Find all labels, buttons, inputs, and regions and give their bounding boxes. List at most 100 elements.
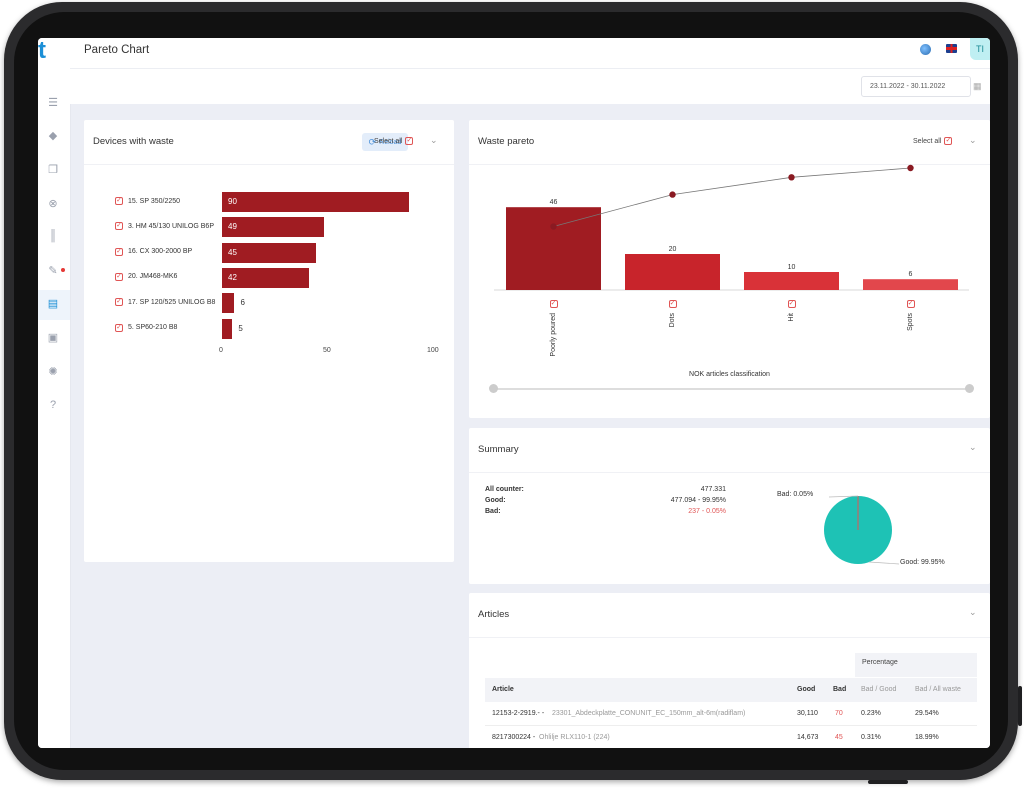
pareto-xlabel: NOK articles classification [689,371,770,378]
wrench-icon[interactable]: ✎ [48,264,58,277]
calendar-icon[interactable]: ▦ [973,81,982,91]
summary-bad-label: Bad: [485,508,501,515]
uk-flag-icon[interactable] [946,44,957,53]
chevron-down-icon[interactable]: ⌄ [969,607,977,617]
device-bar-label[interactable]: ✓ 20. JM468-MK6 [115,272,178,281]
device-bar-value: 5 [238,323,243,333]
device-name: 5. SP60-210 B8 [128,324,178,331]
category-checkbox[interactable]: ✓ [787,300,796,308]
clipboard-icon[interactable]: ▤ [47,297,59,310]
chevron-down-icon[interactable]: ⌄ [969,442,977,452]
device-checkbox[interactable]: ✓ [115,197,123,205]
category-checkbox[interactable]: ✓ [549,300,558,308]
pareto-cumulative-line [553,167,911,227]
chevron-down-icon[interactable]: ⌄ [969,135,977,145]
waste-card-title: Waste pareto [478,136,535,147]
pareto-bar [863,279,958,290]
device-checkbox[interactable]: ✓ [115,222,123,231]
reload-button[interactable]: ⟳ Reload [362,133,408,151]
select-all-checkbox[interactable]: ✓ [944,137,953,145]
date-range-input[interactable]: 23.11.2022 - 30.11.2022 [861,76,971,97]
pareto-bar-value: 6 [909,271,913,278]
device-bar-label[interactable]: ✓ 5. SP60-210 B8 [115,323,178,332]
pareto-scroll-handle-left[interactable] [489,384,498,393]
percentage-group-header [855,653,977,677]
pareto-cumulative-point [907,164,914,172]
table-header-row [485,678,977,702]
chevron-down-icon[interactable]: ⌄ [430,135,438,145]
summary-all-value: 477.331 [700,486,726,493]
select-all-checkbox[interactable]: ✓ [405,137,414,145]
row-bad-good: 0.31% [861,734,881,741]
device-bar[interactable] [222,192,410,212]
device-bar-label[interactable]: ✓ 17. SP 120/525 UNILOG B8 [115,298,216,307]
list-icon[interactable]: ☰ [48,96,58,109]
help-icon[interactable]: ? [49,399,57,411]
articles-card-title: Articles [478,609,510,620]
waste-pareto-card: Waste pareto Select all ✓ ⌄ 46 20 10 6 ✓ Poo… [469,120,990,418]
sidebar: t ☰ ◆ ❐ ⊗ ║ ✎ ▤ ▣ ✺ ? [38,38,71,748]
row-bad: 70 [835,710,843,717]
device-bar-label[interactable]: ✓ 3. HM 45/130 UNILOG B6P [115,222,214,231]
category-checkbox[interactable]: ✓ [906,300,915,308]
col-good[interactable]: Good [797,686,816,693]
pareto-scroll-track[interactable] [493,388,969,390]
notification-dot [61,268,65,272]
device-name: 3. HM 45/130 UNILOG B6P [128,222,214,230]
category-label: Dots [668,313,676,328]
target-icon[interactable]: ✺ [48,365,58,378]
device-bar-value: 49 [228,222,237,232]
pareto-bar [506,207,601,290]
device-checkbox[interactable]: ✓ [115,247,123,256]
device-bar[interactable] [222,217,324,238]
device-bar-label[interactable]: ✓ 15. SP 350/2250 [115,197,180,205]
user-avatar[interactable]: TI [970,38,990,60]
devices-select-all[interactable]: Select all ✓ [374,137,414,145]
device-bar[interactable] [222,267,310,288]
close-circle-icon[interactable]: ⊗ [48,197,58,210]
row-bad-all: 29.54% [915,710,939,717]
reload-label: Reload [379,138,402,146]
summary-pie-chart [824,495,900,565]
device-checkbox[interactable]: ✓ [115,323,123,332]
devices-card: Devices with waste ⟳ Reload Select all ✓… [84,120,454,562]
device-bar-label[interactable]: ✓ 16. CX 300-2000 BP [115,247,192,256]
refresh-icon: ⟳ [368,136,377,147]
device-bar[interactable] [222,293,235,314]
cube-icon[interactable] [920,44,931,55]
row-bad-all: 18.99% [915,734,939,741]
device-checkbox[interactable]: ✓ [115,272,123,281]
x-tick-label: 0 [219,347,223,354]
row-article-name: 23301_Abdeckplatte_CONUNIT_EC_150mm_alt-… [552,710,746,717]
books-icon[interactable]: ║ [49,230,57,242]
device-bar[interactable] [222,318,233,339]
tablet-side-button [1018,686,1022,726]
device-checkbox[interactable]: ✓ [115,298,123,307]
device-bar[interactable] [222,242,316,263]
device-bar-value: 90 [228,197,237,206]
col-bad-good[interactable]: Bad / Good [861,686,897,693]
device-name: 17. SP 120/525 UNILOG B8 [128,298,216,306]
app-screen: t ☰ ◆ ❐ ⊗ ║ ✎ ▤ ▣ ✺ ? Pareto Chart TI 23… [38,38,990,748]
summary-bad-value: 237 - 0.05% [688,508,726,515]
clipboard-check-icon[interactable]: ▣ [47,331,59,344]
row-article-code: 8217300224 - [492,734,536,741]
copy-icon[interactable]: ❐ [48,163,58,176]
pareto-bar-value: 20 [669,246,677,253]
pareto-chart: 46 20 10 6 [494,164,969,291]
card-header-divider [84,164,454,165]
category-checkbox[interactable]: ✓ [668,300,677,308]
filter-bar [70,69,990,104]
layers-icon[interactable]: ◆ [48,129,58,142]
col-bad[interactable]: Bad [833,686,847,693]
pareto-cumulative-point [550,223,557,230]
col-article[interactable]: Article [492,686,514,693]
table-row[interactable] [485,703,977,726]
device-name: 20. JM468-MK6 [128,273,178,281]
pareto-scroll-handle-right[interactable] [965,384,974,393]
articles-card: Articles ⌄ Percentage Article Good Bad B… [469,593,990,748]
col-bad-all[interactable]: Bad / All waste [915,686,961,693]
app-logo[interactable]: t [38,38,46,64]
x-tick-label: 100 [427,347,439,354]
waste-select-all[interactable]: Select all ✓ [913,137,953,145]
